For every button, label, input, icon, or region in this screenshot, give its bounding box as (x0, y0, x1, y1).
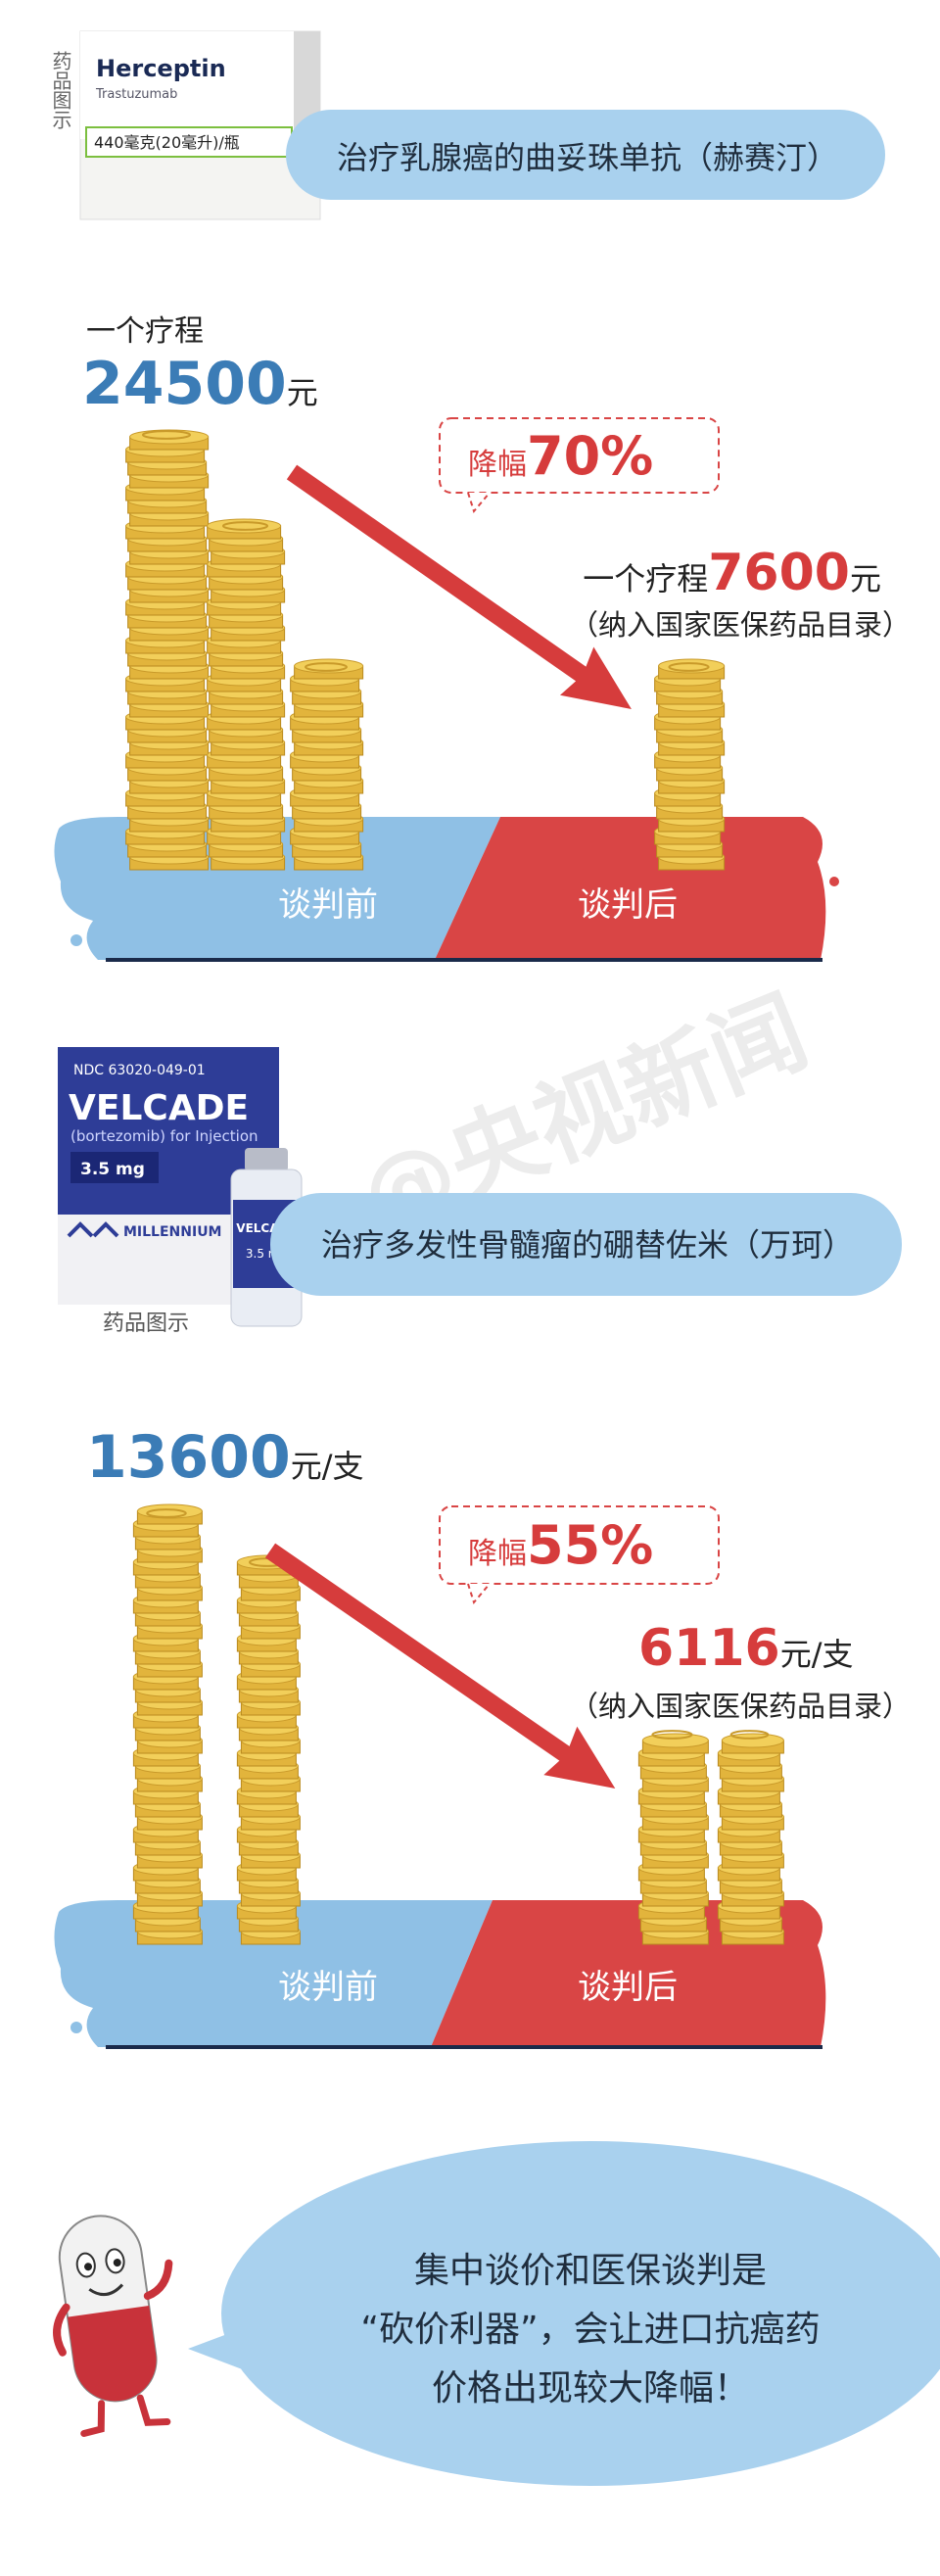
conclusion-line: “砍价利器”，会让进口抗癌药 (360, 2310, 820, 2350)
mascot (53, 2215, 173, 2437)
unit: 元 (850, 560, 881, 597)
coin-stacks (132, 1503, 784, 1945)
box-generic: (bortezomib) for Injection (70, 1127, 258, 1145)
reduction-value: 70% (527, 425, 653, 487)
price: 13600 (86, 1423, 291, 1492)
reduction-value: 55% (527, 1514, 653, 1576)
unit: 元 (287, 374, 318, 411)
box-brand: Herceptin (96, 55, 226, 82)
herceptin-box: Herceptin Trastuzumab 440毫克(20毫升)/瓶 (79, 30, 321, 220)
base-label-before: 谈判前 (278, 1968, 378, 2007)
price: 6116 (638, 1619, 780, 1678)
after-note: （纳入国家医保药品目录） (570, 608, 911, 642)
before-price: 13600元/支 (86, 1423, 364, 1492)
base-label-after: 谈判后 (578, 885, 678, 925)
before-price: 24500元 (82, 350, 318, 418)
price: 7600 (708, 544, 850, 602)
base-label-before: 谈判前 (278, 885, 378, 925)
unit: 元/支 (780, 1636, 854, 1673)
before-label: 一个疗程 (86, 314, 204, 349)
coin (207, 518, 282, 534)
coin-top (668, 662, 710, 672)
box-dose: 440毫克(20毫升)/瓶 (94, 133, 240, 152)
after-label: 一个疗程 (583, 560, 708, 597)
reduction-label: 降幅 (468, 1537, 527, 1571)
base-label-after: 谈判后 (578, 1968, 678, 2007)
box-ndc: NDC 63020-049-01 (73, 1063, 206, 1078)
banner-text: 治疗乳腺癌的曲妥珠单抗（赫赛汀） (337, 139, 838, 176)
coin-top (146, 1508, 187, 1518)
arrow (286, 464, 632, 710)
reduction-box (439, 417, 720, 514)
after-note: （纳入国家医保药品目录） (570, 1690, 911, 1723)
coin-top (142, 430, 191, 440)
reduction-label: 降幅 (468, 448, 527, 482)
banner (286, 110, 885, 200)
reduction: 降幅55% (468, 1514, 653, 1576)
reduction-box (439, 1505, 720, 1605)
coin-top (305, 662, 348, 672)
image-caption: 药品图示 (103, 1312, 189, 1336)
box-dose: 3.5 mg (80, 1160, 145, 1179)
box-generic: Trastuzumab (95, 87, 177, 102)
price: 24500 (82, 350, 287, 418)
coin-top (651, 1730, 693, 1740)
banner-text: 治疗多发性骨髓瘤的硼替佐米（万珂） (321, 1226, 854, 1264)
coin-top (729, 1730, 770, 1740)
box-brand: VELCADE (69, 1088, 249, 1128)
conclusion-line: 集中谈价和医保谈判是 (414, 2251, 767, 2291)
box-maker: MILLENNIUM (123, 1224, 222, 1240)
conclusion-line: 价格出现较大降幅！ (432, 2368, 749, 2409)
coin-top (222, 521, 268, 531)
banner (270, 1193, 902, 1296)
reduction: 降幅70% (468, 425, 653, 487)
unit: 元/支 (291, 1448, 364, 1485)
after-price: 一个疗程7600元 (583, 544, 881, 602)
image-caption: 药品图示 (49, 51, 72, 129)
speech-bubble (188, 2141, 940, 2486)
after-price: 6116元/支 (638, 1619, 854, 1678)
coin-stacks (125, 429, 726, 871)
arrow (264, 1543, 616, 1789)
